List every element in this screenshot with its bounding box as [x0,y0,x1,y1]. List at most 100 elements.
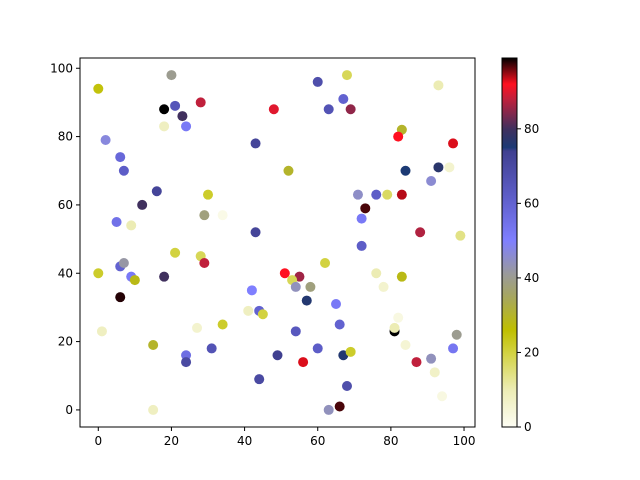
data-point [279,268,290,279]
colorbar-tick-label: 20 [524,345,539,359]
data-point [170,247,181,258]
x-tick: 0 [94,427,102,448]
data-point [148,404,159,415]
data-point [426,353,437,364]
data-point [199,258,210,268]
data-point [181,357,192,368]
data-point [352,189,363,200]
data-point [137,199,148,210]
data-point [170,100,181,111]
x-tick: 60 [310,427,325,448]
data-point [400,165,411,176]
data-point [360,203,371,214]
data-point [301,295,312,306]
data-point [243,305,254,316]
data-point [444,162,455,173]
data-point [433,80,444,91]
data-point [181,350,192,361]
data-point [338,94,349,104]
data-point [455,230,466,241]
data-point [217,210,228,221]
data-point [118,165,129,176]
data-point [451,329,462,340]
x-tick-label: 40 [237,434,252,448]
data-point [331,299,342,309]
data-point [159,271,170,282]
data-point [356,240,367,251]
data-point [393,312,404,323]
data-point [129,275,140,286]
data-point [272,350,283,361]
data-point [246,285,257,296]
data-point [192,322,203,333]
data-point [268,104,279,115]
data-point [250,227,261,238]
data-point [341,70,352,81]
data-point [411,357,422,368]
y-tick: 0 [65,403,80,417]
points-layer [93,70,466,415]
data-point [181,121,192,132]
y-tick-label: 80 [58,130,73,144]
data-point [100,135,111,145]
data-point [378,281,389,292]
data-point [312,76,323,87]
y-axis: 0 20 40 60 80 100 [50,61,80,417]
data-point [290,281,301,292]
data-point [433,162,444,173]
data-point [396,189,407,200]
data-point [334,401,345,412]
y-tick-label: 100 [50,61,73,75]
data-point [396,271,407,282]
data-point [320,258,331,268]
y-tick: 40 [58,266,80,280]
data-point [382,189,393,200]
x-tick-label: 0 [94,434,102,448]
colorbar-tick: 20 [517,345,539,359]
colorbar-tick: 40 [517,271,539,285]
x-axis: 0 20 40 60 80 100 [94,427,475,448]
colorbar-tick: 60 [517,196,539,210]
y-tick-label: 40 [58,266,73,280]
y-tick: 60 [58,198,80,212]
data-point [290,326,301,337]
y-tick: 100 [50,61,80,75]
x-tick-label: 20 [164,434,179,448]
data-point [305,281,316,292]
data-point [356,213,367,224]
data-point [199,210,210,221]
y-tick-label: 60 [58,198,73,212]
data-point [448,138,459,149]
data-point [323,404,334,415]
colorbar-axis: 0 20 40 60 80 [517,122,539,434]
data-point [96,326,107,337]
data-point [111,217,122,227]
data-point [400,340,411,350]
data-point [323,104,334,115]
x-tick-label: 80 [383,434,398,448]
data-point [148,340,159,350]
colorbar-tick-label: 40 [524,271,539,285]
data-point [429,367,440,378]
data-point [166,70,177,81]
colorbar [501,57,518,428]
x-tick: 100 [453,427,475,448]
y-tick-label: 0 [65,403,73,417]
y-tick: 20 [58,335,80,349]
data-point [371,268,382,279]
data-point [312,343,323,354]
data-point [437,391,448,402]
data-point [448,343,459,354]
data-point [345,104,356,115]
data-point [415,227,426,238]
data-point [115,292,126,303]
data-point [118,258,129,268]
colorbar-tick: 80 [517,122,539,136]
data-point [341,381,352,391]
data-point [93,268,104,279]
data-point [393,131,404,142]
data-point [250,138,261,149]
colorbar-tick-label: 0 [524,420,532,434]
data-point [254,374,265,385]
